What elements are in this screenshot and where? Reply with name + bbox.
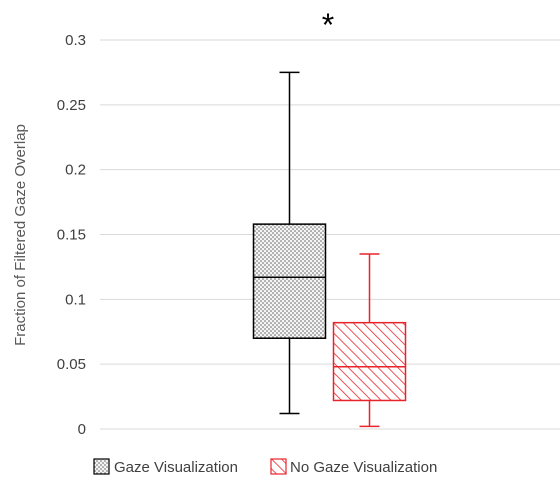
y-axis-ticks: 0 0.05 0.1 0.15 0.2 0.25 0.3 (57, 32, 86, 438)
y-tick-label: 0 (78, 421, 86, 438)
y-axis-title: Fraction of Filtered Gaze Overlap (12, 124, 29, 346)
legend-label: Gaze Visualization (114, 459, 238, 476)
y-tick-label: 0.25 (57, 97, 86, 114)
y-tick-label: 0.2 (65, 162, 86, 179)
box-gaze-visualization (252, 71, 327, 415)
legend: Gaze Visualization No Gaze Visualization (93, 458, 437, 476)
y-tick-label: 0.15 (57, 227, 86, 244)
y-tick-label: 0.3 (65, 32, 86, 49)
y-tick-label: 0.1 (65, 291, 86, 308)
legend-label: No Gaze Visualization (290, 459, 437, 476)
legend-swatch (270, 458, 287, 475)
box-no-gaze-visualization (332, 253, 407, 428)
gridlines (100, 39, 560, 365)
significance-asterisk: * (322, 7, 334, 43)
iqr-box (252, 223, 327, 339)
y-tick-label: 0.05 (57, 356, 86, 373)
box-plots (252, 71, 407, 428)
iqr-box (332, 321, 407, 402)
legend-swatch (93, 458, 110, 475)
